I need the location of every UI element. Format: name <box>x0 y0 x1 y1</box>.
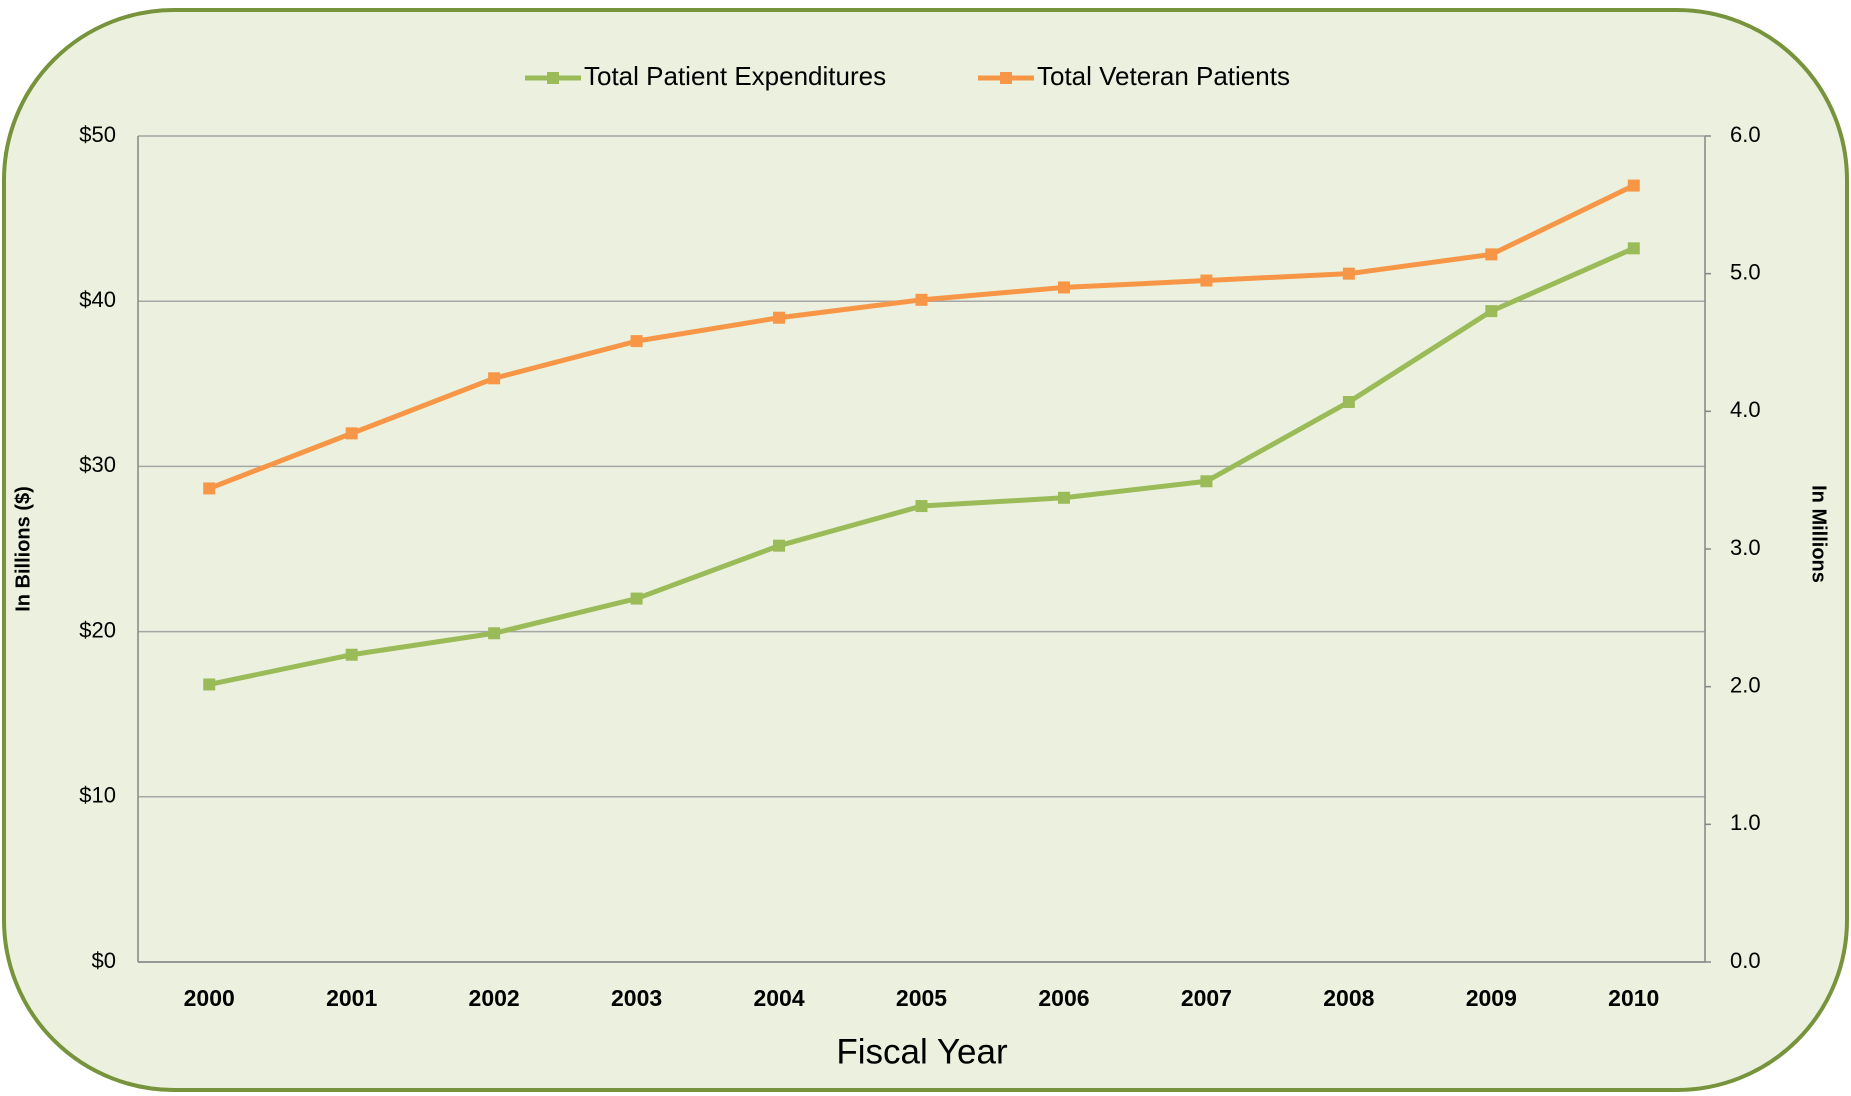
x-tick-label: 2001 <box>326 985 377 1011</box>
y-tick-label: $0 <box>92 948 116 973</box>
series-marker <box>1627 179 1640 192</box>
x-tick-label: 2002 <box>469 985 520 1011</box>
x-tick-label: 2003 <box>611 985 662 1011</box>
y-axis-title: In Billions ($) <box>12 486 34 612</box>
x-tick-label: 2000 <box>184 985 235 1011</box>
y-tick-label: $10 <box>79 783 116 808</box>
y2-tick-label: 4.0 <box>1730 397 1761 422</box>
series-marker <box>915 500 928 513</box>
series-marker <box>1485 248 1498 261</box>
x-tick-label: 2004 <box>753 985 804 1011</box>
y2-tick-label: 1.0 <box>1730 810 1761 835</box>
legend-swatch-marker <box>1000 72 1012 84</box>
series-marker <box>1627 242 1640 255</box>
legend-label: Total Veteran Patients <box>1037 61 1290 91</box>
x-tick-label: 2008 <box>1323 985 1374 1011</box>
legend-label: Total Patient Expenditures <box>584 61 886 91</box>
series-marker <box>773 311 786 324</box>
series-marker <box>1057 281 1070 294</box>
series-marker <box>203 678 216 691</box>
x-tick-label: 2007 <box>1181 985 1232 1011</box>
series-marker <box>630 335 643 348</box>
y-tick-label: $40 <box>79 287 116 312</box>
y2-tick-label: 2.0 <box>1730 672 1761 697</box>
y2-axis-title: In Millions <box>1808 485 1830 583</box>
series-marker <box>1342 267 1355 280</box>
series-marker <box>1342 395 1355 408</box>
x-axis-title: Fiscal Year <box>836 1032 1008 1071</box>
legend-swatch-marker <box>547 72 559 84</box>
chart-background <box>2 8 1849 1092</box>
x-tick-label: 2005 <box>896 985 947 1011</box>
series-marker <box>345 427 358 440</box>
y-tick-label: $30 <box>79 452 116 477</box>
series-marker <box>1200 475 1213 488</box>
series-marker <box>1057 491 1070 504</box>
series-marker <box>1485 305 1498 318</box>
y2-tick-label: 6.0 <box>1730 122 1761 147</box>
y-tick-label: $20 <box>79 617 116 642</box>
y-tick-label: $50 <box>79 122 116 147</box>
y2-tick-label: 5.0 <box>1730 259 1761 284</box>
series-marker <box>345 648 358 661</box>
series-marker <box>488 372 501 385</box>
y2-tick-label: 3.0 <box>1730 535 1761 560</box>
x-tick-label: 2009 <box>1466 985 1517 1011</box>
series-marker <box>630 592 643 605</box>
x-tick-label: 2006 <box>1038 985 1089 1011</box>
y2-tick-label: 0.0 <box>1730 948 1761 973</box>
series-marker <box>773 539 786 552</box>
series-marker <box>915 293 928 306</box>
series-marker <box>203 482 216 495</box>
series-marker <box>488 627 501 640</box>
series-marker <box>1200 274 1213 287</box>
x-tick-label: 2010 <box>1608 985 1659 1011</box>
